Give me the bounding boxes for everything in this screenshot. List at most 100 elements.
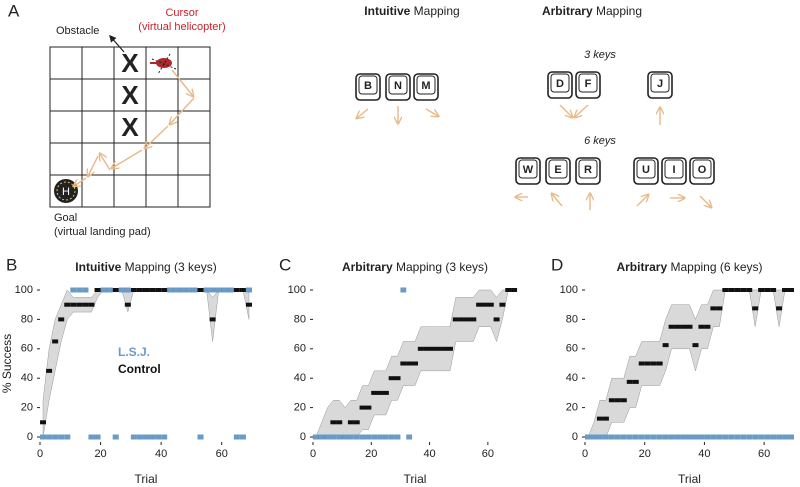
key-label: D — [556, 78, 564, 90]
subject-mark — [330, 434, 337, 440]
control-mark — [464, 317, 471, 322]
subject-mark — [82, 287, 89, 293]
subject-mark — [64, 434, 71, 440]
x-axis-label: Trial — [678, 472, 701, 486]
control-mark — [155, 288, 162, 292]
y-tick-label: 80 — [294, 313, 306, 325]
goal-label: Goal — [54, 212, 77, 224]
subject-mark — [100, 287, 107, 293]
subject-mark — [596, 434, 603, 440]
key-face — [388, 75, 408, 95]
control-mark — [770, 288, 777, 292]
chart-title: Arbitrary Mapping (3 keys) — [342, 260, 488, 274]
panel-label: A — [8, 1, 20, 20]
x-tick-label: 60 — [482, 448, 494, 460]
subject-mark — [698, 434, 705, 440]
control-mark — [359, 405, 366, 410]
x-tick-label: 20 — [365, 448, 377, 460]
x-axis-label: Trial — [135, 472, 158, 486]
control-mark — [412, 361, 418, 366]
subject-mark — [76, 287, 83, 293]
control-mark — [632, 379, 639, 384]
control-mark — [124, 302, 131, 307]
control-mark — [728, 288, 735, 292]
title-bold: Intuitive — [364, 4, 410, 18]
subject-mark — [638, 434, 645, 440]
y-tick-label: 100 — [15, 284, 33, 296]
y-tick-label: 80 — [566, 313, 578, 325]
legend-entry: Control — [118, 362, 161, 376]
x-tick-label: 60 — [216, 448, 228, 460]
control-mark — [452, 317, 459, 322]
control-mark — [149, 288, 156, 292]
control-mark — [782, 288, 789, 292]
control-mark — [446, 346, 453, 351]
subject-mark — [746, 434, 753, 440]
subject-mark — [758, 434, 765, 440]
y-tick-label: 80 — [21, 313, 33, 325]
subject-mark — [52, 434, 59, 440]
obstacle-mark: X — [121, 112, 139, 142]
subject-mark — [197, 434, 204, 440]
panel-label: C — [279, 255, 291, 274]
control-mark — [758, 288, 765, 292]
helicopter — [150, 53, 177, 75]
subject-mark — [94, 434, 101, 440]
control-mark — [458, 317, 465, 322]
x-tick-label: 0 — [310, 448, 316, 460]
subject-mark — [215, 287, 222, 293]
control-mark — [52, 339, 59, 344]
control-mark — [476, 302, 483, 307]
key-face — [578, 73, 598, 93]
key-label: I — [672, 164, 675, 176]
y-tick-label: 60 — [21, 343, 33, 355]
y-tick-label: 100 — [288, 284, 306, 296]
subject-mark — [394, 434, 401, 440]
control-mark — [764, 288, 771, 292]
control-mark — [417, 346, 424, 351]
key-label: N — [394, 80, 402, 92]
key-label: J — [657, 78, 663, 90]
key-label: U — [642, 164, 650, 176]
subject-mark — [704, 434, 711, 440]
y-tick-label: 20 — [566, 402, 578, 414]
subject-mark — [686, 434, 693, 440]
subject-mark — [46, 434, 53, 440]
control-mark — [734, 288, 741, 292]
key-face — [416, 75, 436, 95]
control-mark — [710, 306, 717, 311]
control-mark — [644, 361, 651, 366]
control-mark — [64, 302, 71, 307]
y-tick-label: 40 — [294, 372, 306, 384]
y-axis-label: % Success — [0, 334, 14, 393]
x-tick-label: 60 — [758, 448, 770, 460]
subject-mark — [620, 434, 627, 440]
control-mark — [406, 361, 413, 366]
key-face — [548, 159, 568, 179]
subject-mark — [227, 287, 234, 293]
control-mark — [394, 376, 401, 381]
control-mark — [788, 288, 795, 292]
key-label: F — [585, 78, 592, 90]
subject-mark — [602, 434, 609, 440]
subject-mark — [668, 434, 675, 440]
key-face — [636, 159, 656, 179]
subject-mark — [716, 434, 723, 440]
control-mark — [596, 416, 603, 421]
control-mark — [76, 302, 83, 307]
y-tick-label: 40 — [566, 372, 578, 384]
path-arrows — [74, 69, 194, 186]
y-tick-label: 60 — [294, 343, 306, 355]
control-mark — [650, 361, 657, 366]
control-mark — [470, 317, 477, 322]
subject-mark — [752, 434, 759, 440]
subject-mark — [88, 434, 95, 440]
subject-mark — [347, 434, 354, 440]
subject-mark — [233, 434, 240, 440]
subject-mark — [734, 434, 741, 440]
control-mark — [692, 343, 699, 348]
title-rest: Mapping (3 keys) — [396, 260, 488, 274]
subject-mark — [782, 434, 789, 440]
key-label: O — [698, 164, 707, 176]
subject-mark — [585, 434, 591, 440]
